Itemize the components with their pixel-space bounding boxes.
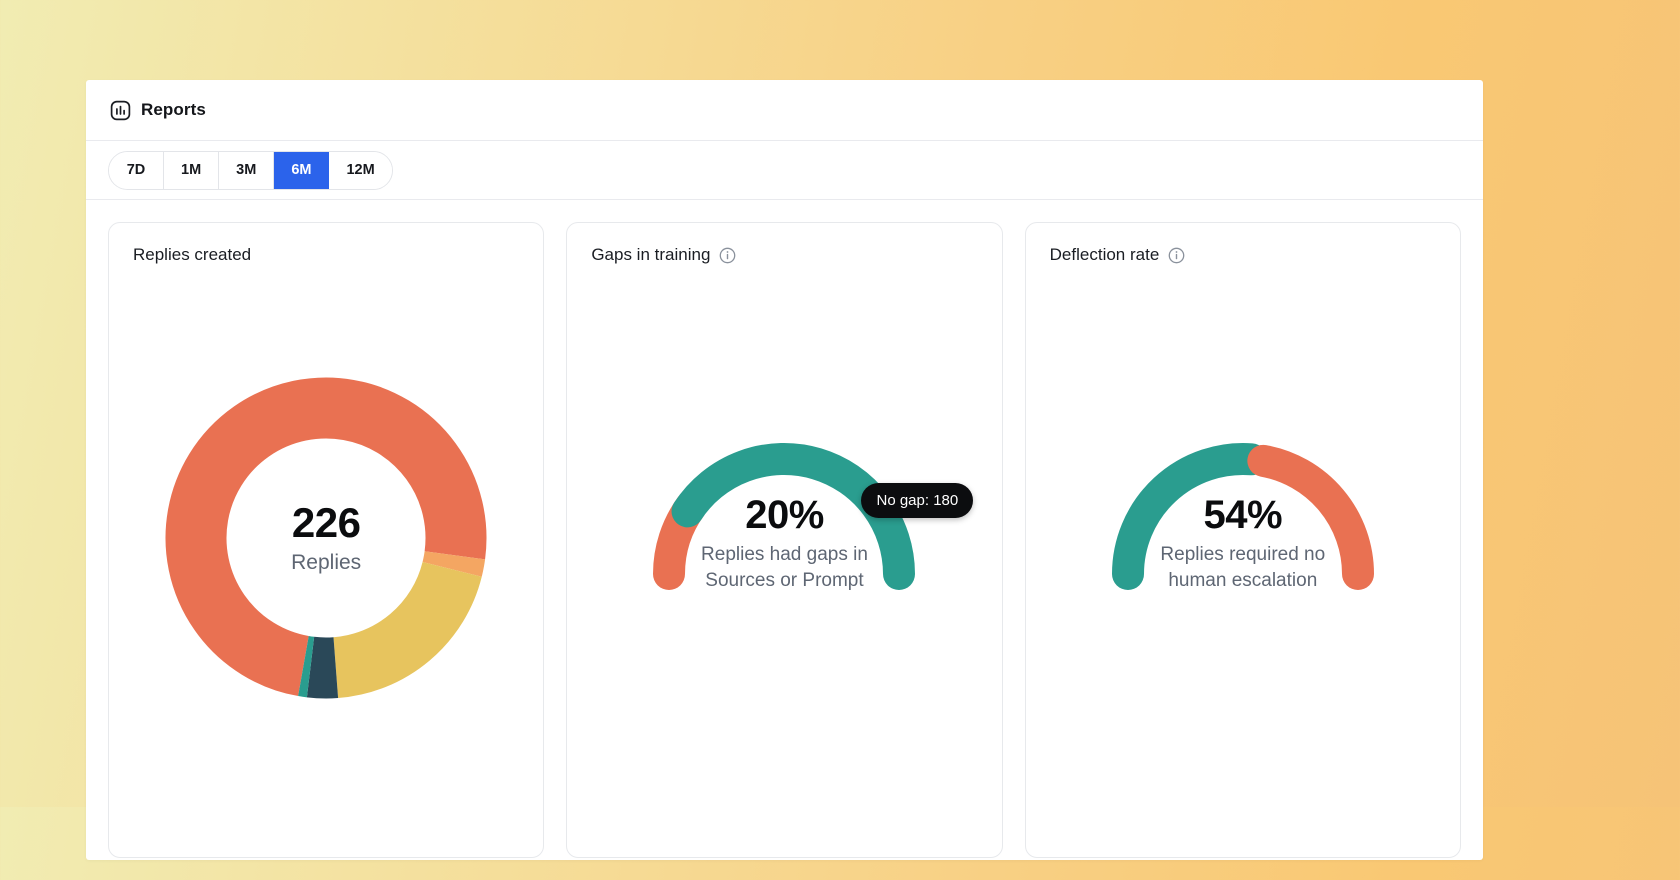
tab-1m[interactable]: 1M [164, 151, 220, 189]
card-replies-created: Replies created 226 Replies [108, 222, 545, 858]
replies-created-donut-chart: 226 Replies [165, 377, 487, 699]
gauge-svg [1111, 443, 1374, 590]
card-title: Deflection rate [1049, 245, 1160, 264]
card-gaps-in-training: Gaps in training 20% Replies had gap [566, 222, 1003, 858]
gauge-svg [653, 443, 916, 590]
card-title: Gaps in training [591, 245, 711, 264]
tab-7d[interactable]: 7D [109, 151, 164, 189]
card-title: Replies created [133, 245, 252, 264]
gaps-gauge-chart: 20% Replies had gaps in Sources or Promp… [609, 411, 974, 591]
tab-6m[interactable]: 6M [274, 151, 330, 189]
info-icon[interactable] [719, 247, 736, 264]
tab-3m[interactable]: 3M [219, 151, 275, 189]
no-gap-tooltip: No gap: 180 [861, 483, 974, 518]
reports-panel: Reports 7D 1M 3M 6M 12M Replies created … [86, 80, 1483, 860]
panel-header: Reports [86, 80, 1483, 141]
donut-svg [165, 377, 487, 699]
tab-12m[interactable]: 12M [329, 151, 392, 189]
info-icon[interactable] [1168, 247, 1185, 264]
card-deflection-rate: Deflection rate 54% Replies required [1024, 222, 1461, 858]
bar-chart-icon [110, 100, 131, 121]
time-range-toolbar: 7D 1M 3M 6M 12M [86, 141, 1483, 200]
deflection-gauge-chart: 54% Replies required no human escalation [1068, 411, 1418, 591]
page-title: Reports [141, 100, 206, 119]
report-cards-row: Replies created 226 Replies Gaps in trai… [86, 200, 1483, 880]
time-range-segmented-control: 7D 1M 3M 6M 12M [108, 150, 393, 190]
